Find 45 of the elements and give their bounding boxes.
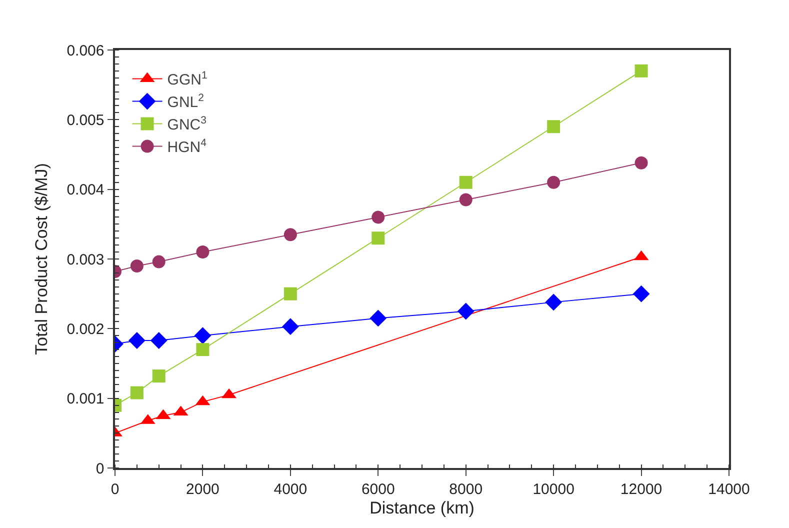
x-tick-label: 0 [110,480,120,498]
y-tick-label: 0.003 [66,251,104,268]
x-tick-label: 4000 [274,480,308,498]
point [459,176,472,189]
point [196,343,210,356]
y-tick-label: 0.002 [66,320,104,338]
x-tick-label: 14000 [708,480,750,498]
point [196,246,210,259]
point [130,386,144,400]
y-tick-label: 0.004 [66,182,104,199]
point [128,332,146,349]
point [282,318,299,336]
y-tick-label: 0.006 [66,42,104,60]
point [284,287,297,300]
legend-label: GNL$^{2}$ [167,92,204,112]
point [284,228,297,242]
legend-label: GGN$^{1}$ [167,69,208,89]
point [545,294,562,311]
y-tick-label: 0 [96,460,104,478]
point [130,259,144,272]
point [150,332,168,349]
point [457,302,474,320]
point [372,210,385,224]
point [194,327,212,344]
point [372,232,385,245]
y-axis-title: Total Product Cost ($/MJ) [32,163,51,355]
x-tick-label: 6000 [361,480,395,498]
point [152,255,166,268]
x-tick-label: 8000 [449,480,483,498]
y-tick-label: 0.001 [66,390,104,408]
point [370,310,387,327]
legend-label: HGN$^{4}$ [167,136,207,156]
point [632,285,650,302]
point [547,120,560,134]
y-tick-label: 0.005 [66,112,104,129]
x-tick-label: 2000 [186,480,220,498]
legend-label: GNC$^{3}$ [167,114,207,134]
point [152,370,166,383]
x-tick-label: 10000 [532,480,574,498]
point [547,176,560,189]
point [634,64,648,78]
point [634,156,648,170]
point [459,193,472,206]
x-tick-label: 12000 [620,480,662,498]
x-axis-title: Distance (km) [370,498,474,518]
